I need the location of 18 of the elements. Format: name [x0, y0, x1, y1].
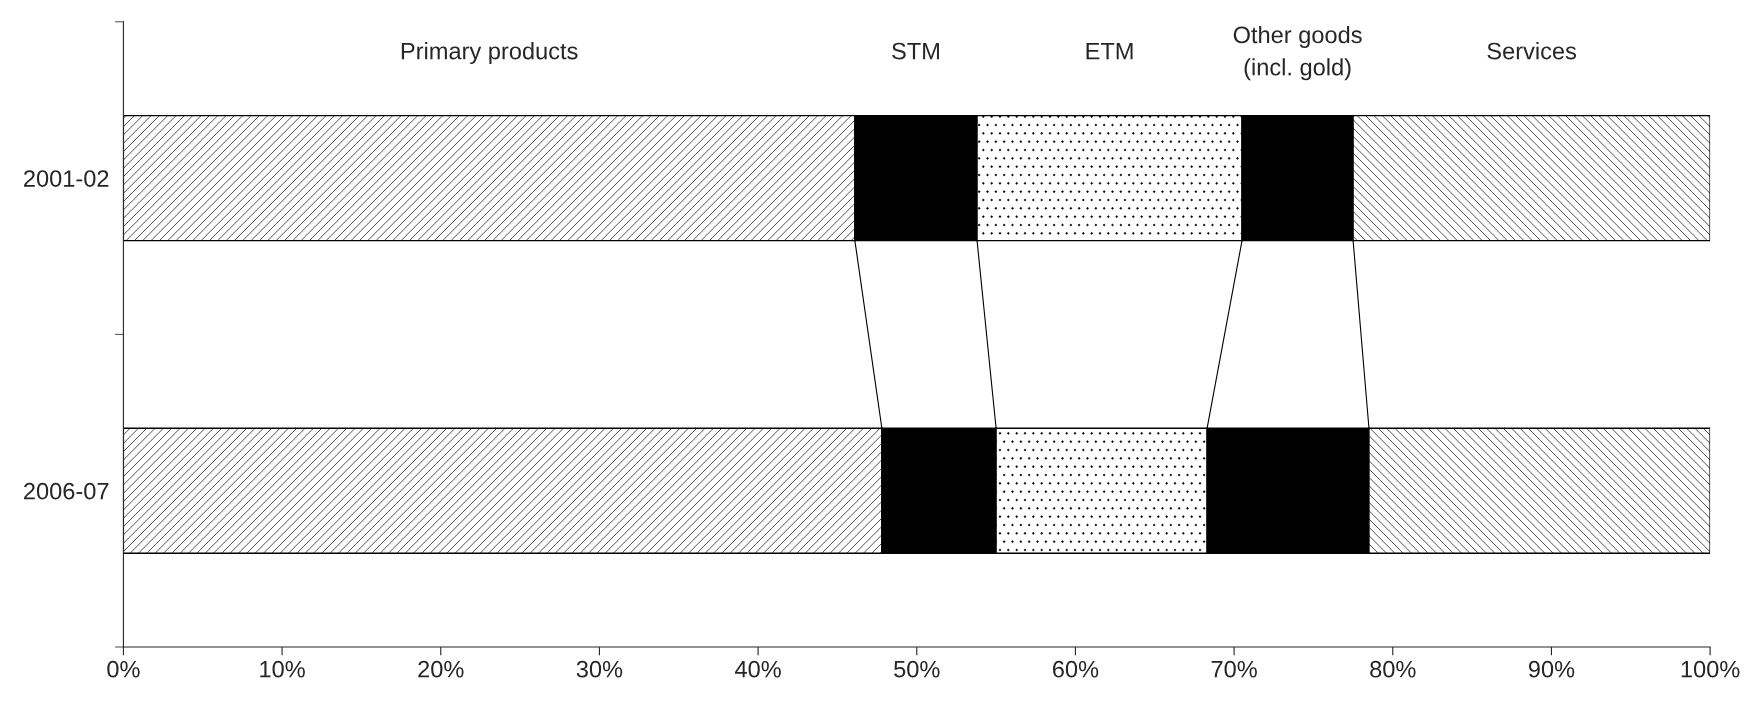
x-tick-label: 80% [1370, 660, 1416, 678]
text: Services [1487, 42, 1577, 60]
text: Primary products [401, 42, 578, 65]
x-tick-label: 50% [894, 660, 940, 678]
x-tick-label: 90% [1528, 660, 1575, 678]
x-tick-label: 30% [576, 660, 623, 678]
x-tick-label: 100% [1681, 660, 1740, 678]
x-tick-label: 40% [735, 660, 781, 678]
y-tick-label: 2001-02 [24, 170, 109, 187]
text: ETM [1086, 42, 1133, 60]
x-tick-label: 60% [1053, 660, 1099, 678]
x-tick-label: 20% [418, 660, 464, 678]
text: STM [892, 42, 939, 60]
x-tick-label: 70% [1211, 660, 1257, 678]
series-label: Other goods (incl. gold) [1233, 25, 1362, 81]
x-tick-label: 10% [260, 660, 305, 678]
y-tick-label: 2006-07 [24, 482, 109, 500]
x-tick-label: 0% [107, 660, 140, 678]
